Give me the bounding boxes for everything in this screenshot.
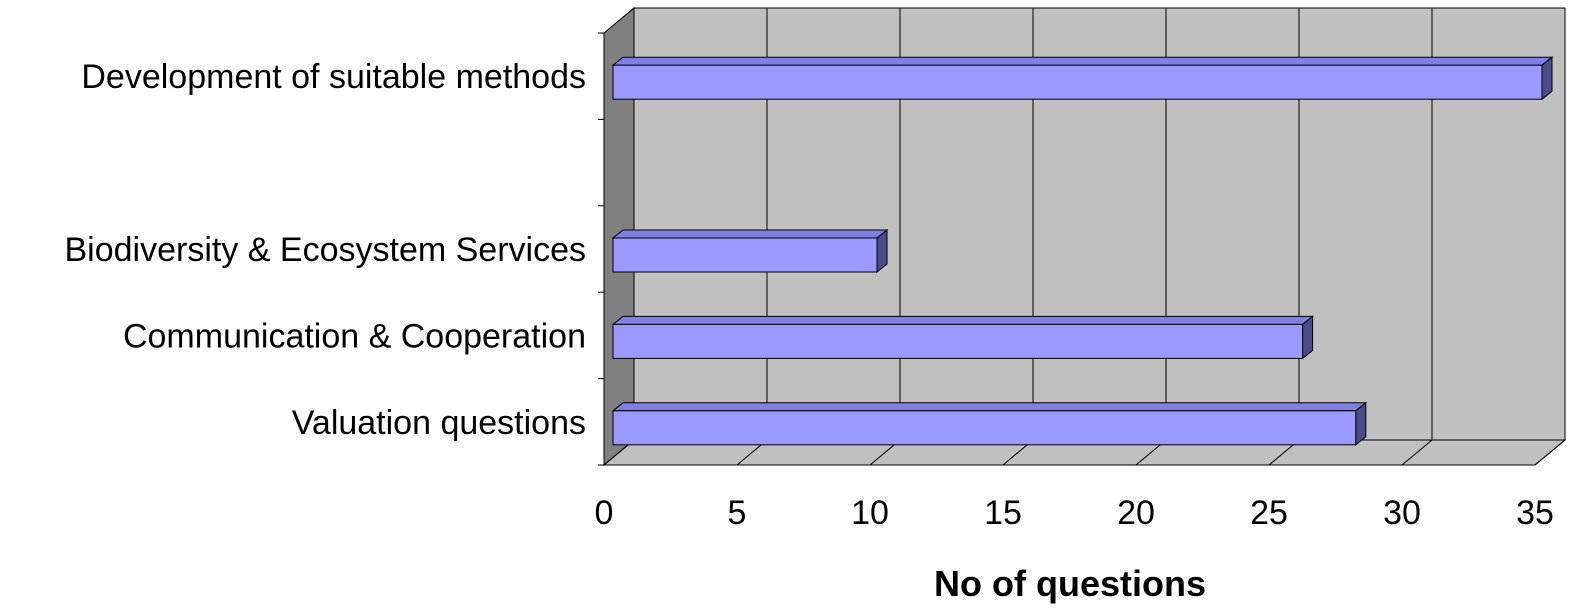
bar-side — [1302, 315, 1314, 360]
category-label: Communication & Cooperation — [123, 317, 586, 355]
x-tick-label: 15 — [984, 494, 1022, 532]
bar — [612, 410, 1357, 446]
bar-top — [611, 229, 889, 239]
floor-gridline — [1401, 439, 1433, 466]
category-axis — [598, 32, 605, 466]
bar — [612, 64, 1543, 100]
bar-top — [611, 56, 1554, 66]
x-tick-label: 10 — [851, 494, 889, 532]
bar-top — [611, 402, 1368, 412]
x-tick-label: 20 — [1117, 494, 1155, 532]
bar-side — [1355, 401, 1367, 446]
bar — [612, 237, 878, 273]
category-label: Biodiversity & Ecosystem Services — [65, 231, 587, 269]
x-tick-label: 0 — [595, 494, 614, 532]
x-tick-label: 25 — [1250, 494, 1288, 532]
category-label: Development of suitable methods — [81, 58, 586, 96]
floor-gridline — [1534, 439, 1566, 466]
category-label: Valuation questions — [292, 404, 586, 442]
x-axis-title: No of questions — [934, 563, 1206, 604]
x-tick-label: 35 — [1516, 494, 1554, 532]
bar — [612, 323, 1304, 359]
bar-top — [611, 315, 1315, 325]
x-tick-label: 30 — [1383, 494, 1421, 532]
x-tick-labels: 0 5 10 15 20 25 30 35 — [595, 494, 1554, 532]
x-tick-label: 5 — [728, 494, 747, 532]
bars — [611, 56, 1554, 446]
bar-side — [1541, 56, 1553, 101]
bar-side — [876, 228, 888, 274]
category-labels: Development of suitable methods Biodivers… — [65, 58, 587, 442]
